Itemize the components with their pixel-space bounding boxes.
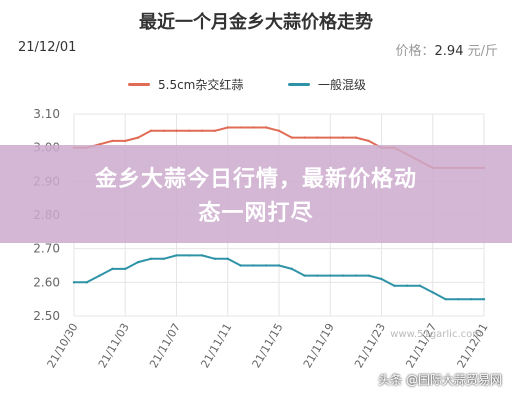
y-tick-label: 2.50: [33, 309, 60, 323]
data-point-series-2: [149, 257, 153, 260]
data-point-series-1: [162, 129, 165, 133]
data-point-series-1: [175, 129, 178, 133]
data-point-series-2: [188, 254, 191, 257]
legend-label-series1: 5.5cm杂交红蒜: [158, 78, 244, 92]
data-point-series-1: [367, 139, 370, 143]
data-point-series-1: [226, 126, 229, 129]
data-point-series-2: [418, 284, 422, 287]
data-point-series-2: [239, 264, 242, 267]
current-price: 价格：2.94 元/斤: [396, 40, 499, 59]
data-point-series-1: [111, 139, 114, 143]
data-point-series-2: [290, 267, 294, 271]
y-tick-label: 2.60: [33, 275, 60, 289]
data-point-series-1: [200, 129, 204, 133]
data-point-series-1: [264, 126, 268, 129]
data-point-series-2: [264, 264, 268, 267]
headline-banner: [0, 145, 512, 243]
data-point-series-2: [136, 260, 140, 264]
price-unit: 元/斤: [467, 44, 498, 59]
data-point-series-2: [329, 274, 332, 277]
data-point-series-2: [316, 274, 319, 277]
legend-swatch-series1: [128, 83, 150, 86]
y-tick-label: 2.70: [33, 242, 60, 256]
data-point-series-2: [341, 274, 345, 277]
chart-title: 最近一个月金乡大蒜价格走势: [139, 12, 373, 33]
chart-legend: 5.5cm杂交红蒜 一般混级: [0, 76, 512, 96]
data-point-series-2: [226, 257, 229, 260]
watermark-url: www.51garlic.com: [390, 329, 482, 340]
watermark: 头条 @国际大蒜贸易网: [378, 373, 502, 387]
data-point-series-2: [469, 297, 473, 301]
data-point-series-2: [213, 257, 217, 260]
data-point-series-2: [457, 297, 460, 301]
x-tick-label: 21/11/15: [250, 321, 286, 370]
data-point-series-2: [175, 254, 178, 257]
x-tick-label: 21/11/23: [352, 321, 388, 370]
data-point-series-1: [136, 136, 140, 139]
current-date: 21/12/01: [18, 40, 77, 55]
x-tick-label: 21/11/07: [147, 321, 183, 370]
data-point-series-1: [316, 136, 319, 139]
legend-item-series1[interactable]: 5.5cm杂交红蒜: [128, 76, 243, 93]
data-point-series-2: [482, 297, 486, 301]
data-point-series-1: [213, 129, 217, 133]
data-point-series-1: [149, 129, 153, 133]
data-point-series-2: [111, 267, 114, 271]
x-tick-label: 21/10/30: [45, 321, 81, 370]
headline: 金乡大蒜今日行情，最新价格动 态一网打尽: [0, 163, 512, 231]
headline-line-2: 态一网打尽: [198, 201, 314, 226]
data-point-series-1: [341, 136, 345, 139]
data-point-series-1: [277, 129, 281, 133]
legend-label-series2: 一般混级: [318, 78, 367, 92]
data-point-series-1: [124, 139, 127, 143]
data-point-series-1: [354, 136, 358, 139]
data-point-series-2: [405, 284, 409, 287]
data-point-series-1: [188, 129, 191, 133]
price-label: 价格：: [395, 44, 435, 59]
data-point-series-1: [303, 136, 306, 139]
data-point-series-2: [367, 274, 370, 277]
data-point-series-1: [290, 136, 294, 139]
data-point-series-2: [252, 264, 255, 267]
data-point-series-2: [85, 281, 89, 284]
data-point-series-2: [162, 257, 165, 260]
data-point-series-2: [72, 281, 76, 284]
data-point-series-1: [252, 126, 255, 129]
data-point-series-2: [380, 277, 383, 281]
headline-line-1: 金乡大蒜今日行情，最新价格动: [94, 167, 417, 192]
y-tick-label: 3.10: [33, 107, 60, 121]
price-value: 2.94: [434, 44, 464, 59]
data-point-series-2: [98, 274, 101, 277]
x-tick-label: 21/11/03: [96, 321, 132, 370]
data-point-series-2: [277, 264, 281, 267]
legend-item-series2[interactable]: 一般混级: [288, 76, 366, 93]
data-point-series-2: [354, 274, 358, 277]
data-point-series-2: [393, 284, 396, 287]
data-point-series-2: [444, 297, 447, 301]
legend-swatch-series2: [288, 83, 310, 86]
data-point-series-1: [239, 126, 242, 129]
x-tick-label: 21/11/11: [198, 321, 234, 370]
data-point-series-2: [200, 254, 204, 257]
data-point-series-2: [124, 267, 127, 271]
data-point-series-1: [329, 136, 332, 139]
x-tick-label: 21/11/19: [301, 321, 337, 370]
data-point-series-2: [303, 274, 306, 277]
data-point-series-1: [98, 143, 101, 146]
data-point-series-2: [431, 291, 434, 294]
